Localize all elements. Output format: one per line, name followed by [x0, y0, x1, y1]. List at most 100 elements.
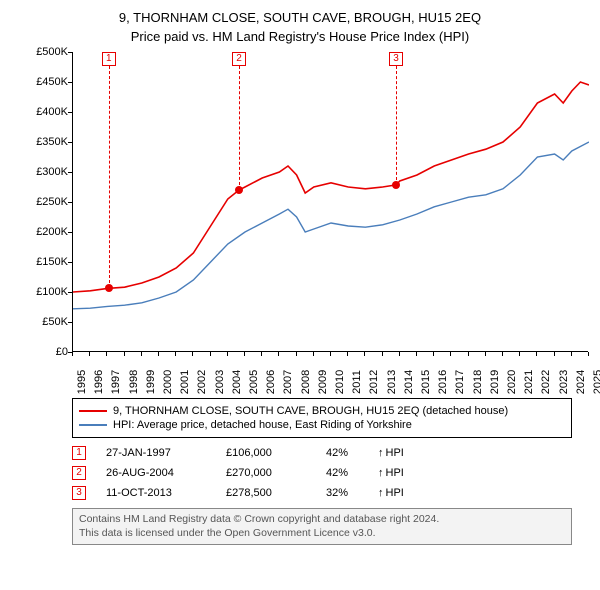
- plot-area: 1 2 3: [72, 52, 588, 352]
- x-tick: [588, 352, 589, 356]
- y-tick: [68, 142, 72, 143]
- x-tick: [141, 352, 142, 356]
- x-tick: [106, 352, 107, 356]
- series-line-hpi: [73, 142, 589, 309]
- event-marker-box: 2: [232, 52, 246, 66]
- event-price: £106,000: [226, 447, 326, 459]
- event-dot: [392, 181, 400, 189]
- x-tick: [210, 352, 211, 356]
- event-num-box: 2: [72, 466, 86, 480]
- arrow-up-icon: ↑: [378, 467, 384, 479]
- x-tick-label: 1998: [128, 370, 140, 394]
- event-row: 1 27-JAN-1997£106,00042%↑HPI: [72, 446, 572, 460]
- event-date: 11-OCT-2013: [106, 487, 226, 499]
- x-tick: [433, 352, 434, 356]
- y-tick-label: £500K: [28, 46, 68, 58]
- title-subtitle: Price paid vs. HM Land Registry's House …: [8, 29, 592, 44]
- x-tick: [261, 352, 262, 356]
- arrow-up-icon: ↑: [378, 447, 384, 459]
- event-row: 311-OCT-2013£278,50032%↑HPI: [72, 486, 572, 500]
- event-pct: 32%: [326, 487, 376, 499]
- legend-label-price-paid: 9, THORNHAM CLOSE, SOUTH CAVE, BROUGH, H…: [113, 405, 508, 417]
- event-date: 27-JAN-1997: [106, 447, 226, 459]
- x-tick-label: 2008: [300, 370, 312, 394]
- x-tick: [502, 352, 503, 356]
- event-pct: 42%: [326, 447, 376, 459]
- x-tick-label: 2006: [265, 370, 277, 394]
- x-tick: [296, 352, 297, 356]
- x-tick: [158, 352, 159, 356]
- x-tick: [519, 352, 520, 356]
- events-table: 127-JAN-1997£106,00042%↑HPI226-AUG-2004£…: [72, 446, 572, 500]
- x-tick: [278, 352, 279, 356]
- x-tick: [399, 352, 400, 356]
- x-tick-label: 2012: [368, 370, 380, 394]
- y-tick: [68, 112, 72, 113]
- event-marker-box: 3: [389, 52, 403, 66]
- x-tick-label: 2022: [540, 370, 552, 394]
- y-tick: [68, 232, 72, 233]
- x-tick-label: 2014: [403, 370, 415, 394]
- x-tick-label: 2009: [317, 370, 329, 394]
- legend-row-price-paid: 9, THORNHAM CLOSE, SOUTH CAVE, BROUGH, H…: [79, 405, 565, 417]
- y-tick-label: £350K: [28, 136, 68, 148]
- x-axis: 1995199619971998199920002001200220032004…: [72, 352, 588, 392]
- x-tick-label: 2019: [489, 370, 501, 394]
- event-marker-box: 1: [102, 52, 116, 66]
- x-tick: [571, 352, 572, 356]
- footer-attribution: Contains HM Land Registry data © Crown c…: [72, 508, 572, 545]
- x-tick-label: 2003: [214, 370, 226, 394]
- x-tick-label: 2024: [575, 370, 587, 394]
- y-tick-label: £100K: [28, 286, 68, 298]
- x-tick-label: 1995: [76, 370, 88, 394]
- legend: 9, THORNHAM CLOSE, SOUTH CAVE, BROUGH, H…: [72, 398, 572, 438]
- event-suffix: HPI: [386, 487, 404, 499]
- x-tick: [382, 352, 383, 356]
- chart-zone: £0£50K£100K£150K£200K£250K£300K£350K£400…: [28, 52, 588, 392]
- y-tick: [68, 292, 72, 293]
- x-tick: [192, 352, 193, 356]
- x-tick-label: 2007: [282, 370, 294, 394]
- y-tick: [68, 352, 72, 353]
- x-tick-label: 2013: [386, 370, 398, 394]
- footer-line1: Contains HM Land Registry data © Crown c…: [79, 513, 565, 527]
- x-tick-label: 2016: [437, 370, 449, 394]
- event-suffix: HPI: [386, 447, 404, 459]
- footer-line2: This data is licensed under the Open Gov…: [79, 527, 565, 541]
- x-tick: [330, 352, 331, 356]
- x-tick-label: 2021: [523, 370, 535, 394]
- y-tick: [68, 82, 72, 83]
- x-tick: [536, 352, 537, 356]
- x-tick: [313, 352, 314, 356]
- legend-label-hpi: HPI: Average price, detached house, East…: [113, 419, 412, 431]
- y-tick: [68, 322, 72, 323]
- y-tick-label: £250K: [28, 196, 68, 208]
- event-num-box: 3: [72, 486, 86, 500]
- x-tick-label: 2023: [558, 370, 570, 394]
- y-tick: [68, 172, 72, 173]
- y-axis: £0£50K£100K£150K£200K£250K£300K£350K£400…: [28, 52, 70, 352]
- x-tick: [554, 352, 555, 356]
- x-tick-label: 2025: [592, 370, 600, 394]
- y-tick-label: £300K: [28, 166, 68, 178]
- event-vline: [396, 66, 397, 185]
- event-pct: 42%: [326, 467, 376, 479]
- x-tick: [468, 352, 469, 356]
- x-tick: [124, 352, 125, 356]
- chart-lines: [73, 52, 589, 352]
- x-tick-label: 2001: [179, 370, 191, 394]
- x-tick-label: 2011: [351, 370, 363, 394]
- event-price: £270,000: [226, 467, 326, 479]
- y-tick: [68, 52, 72, 53]
- x-tick-label: 2015: [420, 370, 432, 394]
- x-tick-label: 2004: [231, 370, 243, 394]
- x-tick: [485, 352, 486, 356]
- x-tick-label: 2010: [334, 370, 346, 394]
- series-line-price_paid: [73, 82, 589, 292]
- x-tick: [364, 352, 365, 356]
- y-tick-label: £50K: [28, 316, 68, 328]
- y-tick-label: £450K: [28, 76, 68, 88]
- chart-container: 9, THORNHAM CLOSE, SOUTH CAVE, BROUGH, H…: [0, 0, 600, 590]
- event-num-box: 1: [72, 446, 86, 460]
- legend-row-hpi: HPI: Average price, detached house, East…: [79, 419, 565, 431]
